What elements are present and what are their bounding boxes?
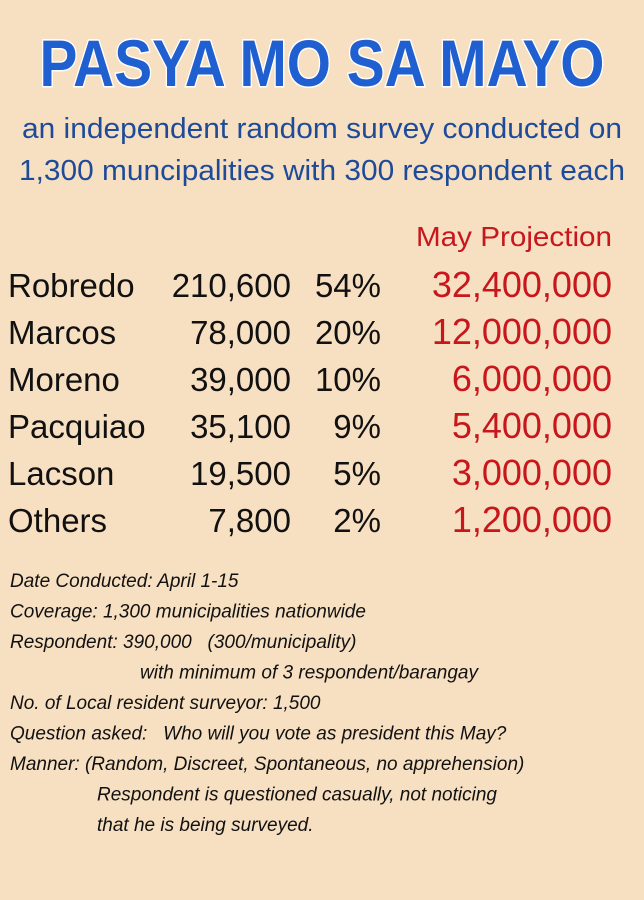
note-line: with minimum of 3 respondent/barangay [140,663,479,684]
column-header: May Projection [416,221,612,252]
candidate-name: Marcos [8,314,116,351]
candidate-name: Robredo [8,267,135,304]
subtitle: an independent random survey conducted o… [22,113,622,145]
respondent-count: 7,800 [208,502,291,539]
percentage: 9% [333,408,381,445]
percentage: 54% [315,267,381,304]
projection: 6,000,000 [452,358,612,399]
percentage: 5% [333,455,381,492]
notes: Date Conducted: April 1-15 Coverage: 1,30… [10,571,524,836]
note-line: No. of Local resident surveyor: 1,500 [10,693,321,714]
note-line: Date Conducted: April 1-15 [10,571,239,592]
candidate-name: Others [8,502,107,539]
table: Robredo 210,600 54% 32,400,000 Marcos 78,000 2… [8,264,612,540]
projection: 32,400,000 [432,264,612,305]
projection: 1,200,000 [452,499,612,540]
note-line: Respondent is questioned casually, not n… [97,785,497,806]
respondent-count: 210,600 [172,267,291,304]
note-line: that he is being surveyed. [97,815,314,836]
candidate-name: Pacquiao [8,408,146,445]
percentage: 20% [315,314,381,351]
respondent-count: 19,500 [190,455,291,492]
respondent-count: 78,000 [190,314,291,351]
candidate-name: Moreno [8,361,120,398]
subtitle: 1,300 muncipalities with 300 respondent … [19,155,625,187]
candidate-name: Lacson [8,455,114,492]
projection: 3,000,000 [452,452,612,493]
note-line: Coverage: 1,300 municipalities nationwid… [10,602,366,623]
projection: 12,000,000 [432,311,612,352]
respondent-count: 35,100 [190,408,291,445]
percentage: 2% [333,502,381,539]
projection: 5,400,000 [452,405,612,446]
note-line: Manner: (Random, Discreet, Spontaneous, … [10,754,524,775]
title: PASYA MO SA MAYO [40,26,605,100]
note-line: Question asked: Who will you vote as pre… [10,724,507,745]
percentage: 10% [315,361,381,398]
respondent-count: 39,000 [190,361,291,398]
note-line: Respondent: 390,000 (300/municipality) [10,632,356,653]
